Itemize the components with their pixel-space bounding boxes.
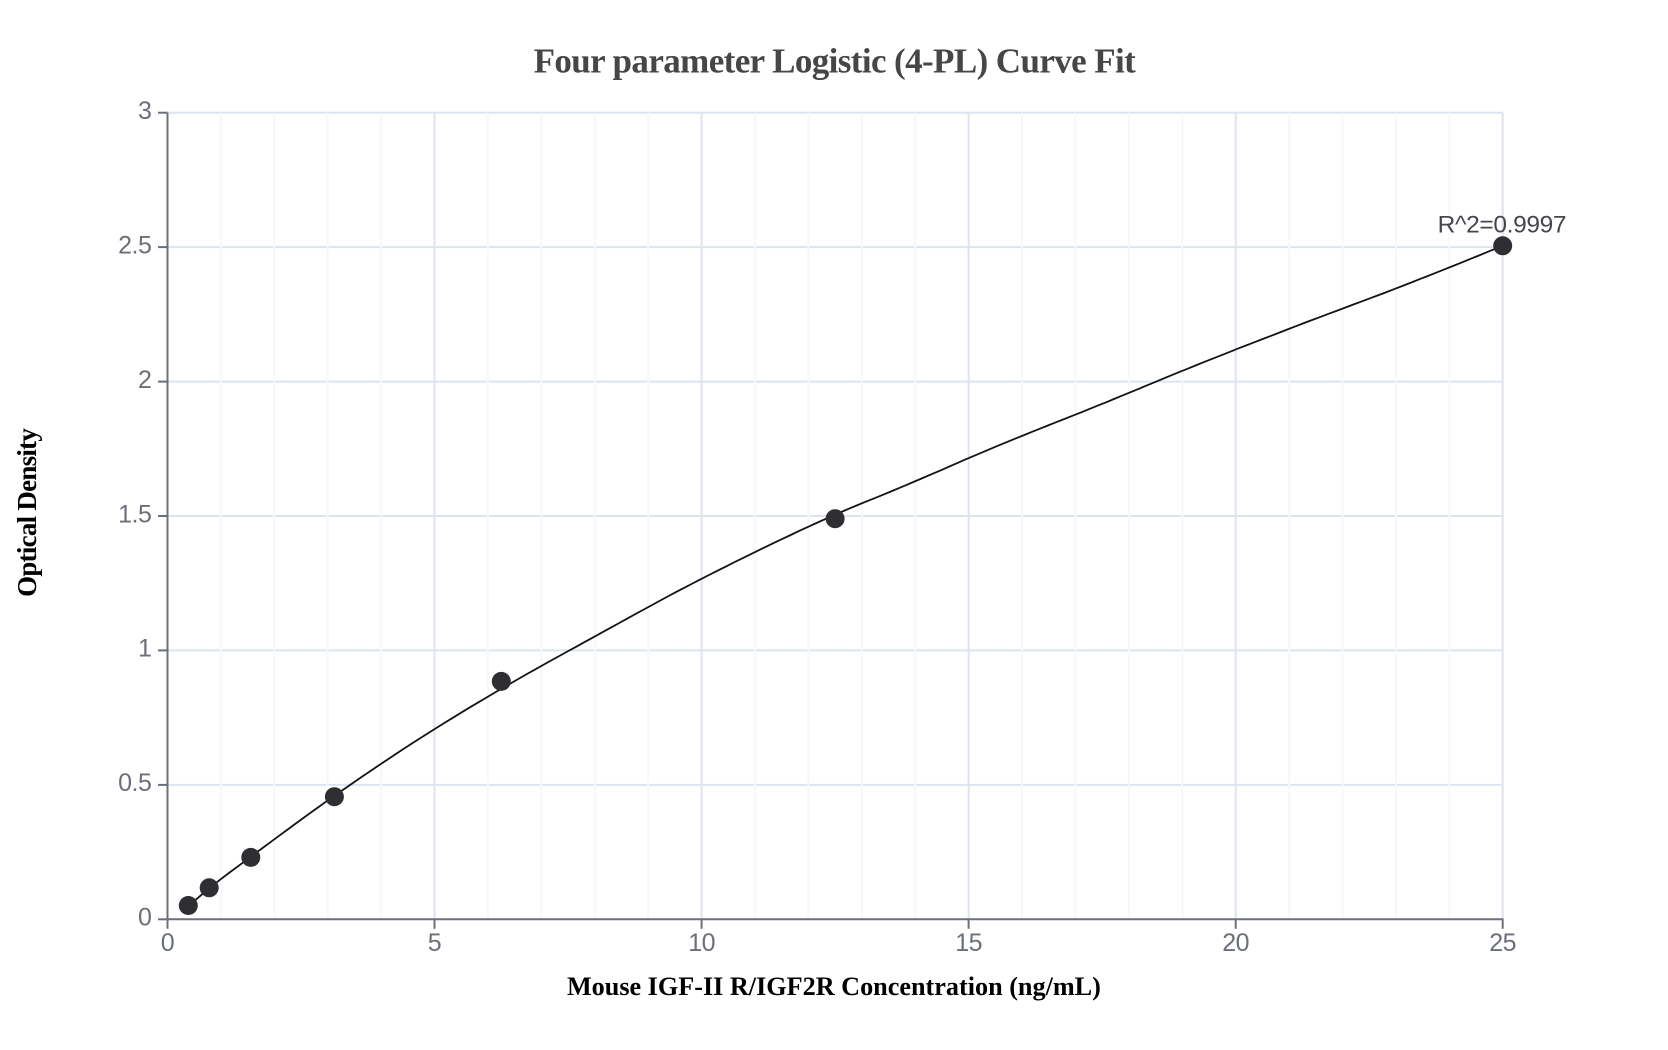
svg-text:3: 3 bbox=[138, 97, 151, 125]
svg-text:10: 10 bbox=[688, 929, 715, 957]
svg-text:R^2=0.9997: R^2=0.9997 bbox=[1438, 211, 1567, 238]
svg-text:Optical Density: Optical Density bbox=[12, 428, 42, 597]
svg-text:2.5: 2.5 bbox=[118, 231, 151, 259]
svg-text:2: 2 bbox=[138, 366, 151, 394]
svg-text:Mouse IGF-II R/IGF2R Concentra: Mouse IGF-II R/IGF2R Concentration (ng/m… bbox=[567, 972, 1101, 1001]
svg-text:0.5: 0.5 bbox=[118, 769, 151, 797]
svg-text:0: 0 bbox=[161, 929, 174, 957]
svg-text:15: 15 bbox=[955, 929, 982, 957]
svg-text:20: 20 bbox=[1222, 929, 1249, 957]
svg-text:5: 5 bbox=[428, 929, 441, 957]
svg-text:Four parameter Logistic (4-PL): Four parameter Logistic (4-PL) Curve Fit bbox=[534, 42, 1137, 81]
svg-text:25: 25 bbox=[1489, 929, 1516, 957]
svg-text:1: 1 bbox=[138, 635, 151, 663]
svg-text:0: 0 bbox=[138, 904, 151, 932]
svg-text:1.5: 1.5 bbox=[118, 500, 151, 528]
